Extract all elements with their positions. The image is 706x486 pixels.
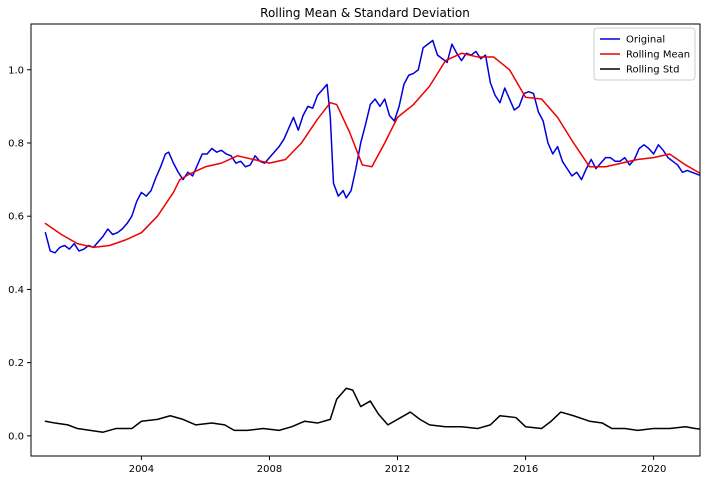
chart-title: Rolling Mean & Standard Deviation [260, 6, 470, 20]
y-tick-label: 0.4 [8, 285, 24, 296]
y-axis: 0.0 0.2 0.4 0.6 0.8 1.0 [8, 65, 31, 442]
legend-label: Rolling Std [626, 65, 679, 76]
x-tick-label: 2004 [129, 464, 154, 475]
plot-frame [30, 23, 701, 457]
y-tick-label: 1.0 [8, 65, 24, 76]
x-axis: 2004 2008 2012 2016 2020 [129, 456, 666, 475]
legend-label: Original [626, 35, 665, 46]
x-tick-label: 2008 [257, 464, 282, 475]
legend: Original Rolling Mean Rolling Std [593, 27, 696, 81]
y-tick-label: 0.6 [8, 212, 24, 223]
y-tick-label: 0.2 [8, 358, 24, 369]
y-tick-label: 0.8 [8, 138, 24, 149]
series-line-original [44, 39, 700, 254]
series-line-rolling-mean [44, 52, 700, 249]
legend-label: Rolling Mean [626, 50, 690, 61]
y-tick-label: 0.0 [8, 431, 24, 442]
x-tick-label: 2016 [513, 464, 538, 475]
x-tick-label: 2012 [385, 464, 410, 475]
series-line-rolling-std [44, 387, 700, 433]
series-layer [44, 39, 700, 433]
legend-box [593, 27, 696, 81]
x-tick-label: 2020 [641, 464, 666, 475]
